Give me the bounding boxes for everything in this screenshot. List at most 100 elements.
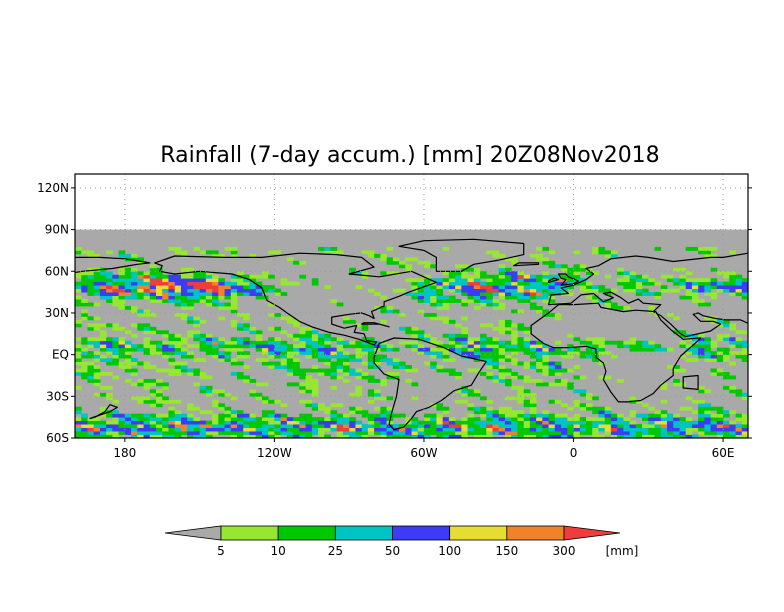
rain-cell bbox=[93, 316, 101, 321]
rain-cell bbox=[180, 424, 188, 428]
rain-cell bbox=[411, 382, 419, 387]
rain-cell bbox=[648, 292, 655, 296]
rain-cell bbox=[380, 319, 387, 324]
rain-cell bbox=[492, 431, 500, 435]
rain-cell bbox=[380, 431, 387, 435]
rain-cell bbox=[124, 267, 132, 272]
rain-cell bbox=[461, 434, 468, 438]
rain-cell bbox=[131, 306, 138, 310]
rain-cell bbox=[87, 351, 95, 356]
rain-cell bbox=[87, 253, 95, 258]
rain-cell bbox=[480, 347, 487, 352]
rain-cell bbox=[143, 323, 151, 328]
rain-cell bbox=[666, 288, 674, 293]
rain-cell bbox=[156, 292, 163, 296]
rain-cell bbox=[218, 389, 225, 394]
rain-cell bbox=[305, 385, 313, 390]
rain-cell bbox=[261, 431, 269, 435]
rain-cell bbox=[405, 378, 412, 383]
rain-cell bbox=[567, 333, 574, 338]
rain-cell bbox=[137, 417, 144, 422]
rain-cell bbox=[405, 326, 412, 331]
rain-cell bbox=[305, 413, 313, 418]
rain-cell bbox=[623, 285, 630, 290]
rain-cell bbox=[124, 292, 132, 296]
rain-cell bbox=[324, 427, 331, 432]
rain-cell bbox=[230, 278, 238, 283]
rain-cell bbox=[237, 361, 244, 366]
rain-cell bbox=[305, 424, 313, 428]
rain-cell bbox=[548, 292, 556, 296]
rain-cell bbox=[199, 299, 207, 303]
rain-cell bbox=[504, 285, 512, 290]
rain-cell bbox=[629, 424, 637, 428]
rain-cell bbox=[473, 274, 481, 279]
rain-cell bbox=[174, 410, 182, 415]
rain-cell bbox=[473, 288, 481, 293]
rain-cell bbox=[75, 323, 82, 328]
rain-cell bbox=[648, 413, 655, 418]
rain-cell bbox=[741, 413, 748, 418]
rain-cell bbox=[691, 351, 699, 356]
rain-cell bbox=[536, 274, 543, 279]
rain-cell bbox=[504, 372, 512, 376]
rain-cell bbox=[336, 358, 344, 362]
rain-cell bbox=[75, 372, 82, 376]
rain-cell bbox=[99, 330, 107, 335]
rain-cell bbox=[106, 274, 113, 279]
rain-cell bbox=[698, 420, 705, 425]
rain-cell bbox=[517, 427, 525, 432]
rain-cell bbox=[87, 420, 95, 425]
rain-cell bbox=[212, 253, 219, 258]
rain-cell bbox=[529, 281, 537, 286]
rain-cell bbox=[237, 375, 244, 380]
rain-cell bbox=[106, 281, 113, 286]
rain-cell bbox=[442, 431, 450, 435]
rain-cell bbox=[218, 253, 225, 258]
rain-cell bbox=[75, 246, 82, 251]
rain-cell bbox=[536, 257, 543, 262]
rain-cell bbox=[349, 434, 356, 438]
rain-cell bbox=[243, 431, 250, 435]
rain-cell bbox=[442, 333, 450, 338]
rain-cell bbox=[81, 361, 88, 366]
rain-cell bbox=[112, 274, 120, 279]
rain-cell bbox=[293, 319, 300, 324]
rain-cell bbox=[187, 319, 194, 324]
rain-cell bbox=[529, 417, 537, 422]
rain-cell bbox=[698, 389, 705, 394]
rain-cell bbox=[467, 368, 475, 373]
rain-cell bbox=[280, 281, 288, 286]
rain-cell bbox=[729, 281, 736, 286]
rain-cell bbox=[380, 354, 387, 359]
rain-cell bbox=[473, 434, 481, 438]
rain-cell bbox=[691, 288, 699, 293]
rain-cell bbox=[299, 340, 306, 345]
rain-cell bbox=[168, 333, 176, 338]
rain-cell bbox=[286, 361, 294, 366]
rain-cell bbox=[723, 424, 730, 428]
rain-cell bbox=[504, 424, 512, 428]
rain-cell bbox=[423, 347, 431, 352]
rain-cell bbox=[405, 427, 412, 432]
rain-cell bbox=[311, 347, 319, 352]
rain-cell bbox=[174, 347, 182, 352]
rain-cell bbox=[124, 427, 132, 432]
rain-cell bbox=[305, 431, 313, 435]
rain-cell bbox=[480, 337, 487, 342]
rain-cell bbox=[87, 344, 95, 349]
rain-cell bbox=[99, 347, 107, 352]
rain-cell bbox=[367, 420, 375, 425]
rain-cell bbox=[330, 246, 338, 251]
rain-cell bbox=[374, 424, 381, 428]
rain-cell bbox=[87, 431, 95, 435]
rain-cell bbox=[716, 285, 724, 290]
rain-cell bbox=[305, 330, 313, 335]
rain-cell bbox=[330, 337, 338, 342]
rain-cell bbox=[529, 424, 537, 428]
rain-cell bbox=[430, 285, 437, 290]
rain-cell bbox=[237, 351, 244, 356]
rain-cell bbox=[274, 351, 282, 356]
colorbar: 5 10 25 50 100 150 300 [mm] bbox=[164, 525, 638, 558]
rain-cell bbox=[162, 299, 169, 303]
